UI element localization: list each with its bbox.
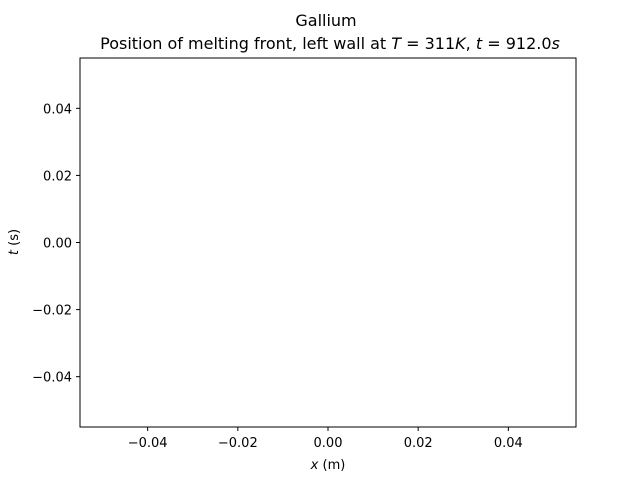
chart-subtitle: Position of melting front, left wall at … bbox=[100, 34, 560, 53]
y-tick-label: −0.02 bbox=[32, 304, 72, 319]
y-tick-label: −0.04 bbox=[32, 371, 72, 386]
x-axis-label: x (m) bbox=[310, 458, 346, 473]
y-tick-label: 0.02 bbox=[43, 169, 72, 184]
x-axis: −0.04 −0.02 0.00 0.02 0.04 bbox=[128, 427, 523, 451]
x-tick-label: −0.04 bbox=[128, 436, 168, 451]
plot-area bbox=[79, 57, 577, 428]
y-axis-unit: (s) bbox=[7, 229, 22, 250]
subtitle-T-unit: K bbox=[455, 34, 467, 53]
subtitle-t-value: = 912.0 bbox=[482, 34, 551, 53]
y-axis-label: t (s) bbox=[7, 229, 22, 255]
x-tick-label: −0.02 bbox=[218, 436, 258, 451]
subtitle-t-symbol: t bbox=[476, 34, 483, 53]
subtitle-T-value: = 311 bbox=[401, 34, 455, 53]
x-tick-label: 0.00 bbox=[314, 436, 343, 451]
subtitle-separator: , bbox=[466, 34, 476, 53]
y-tick-label: 0.04 bbox=[43, 102, 72, 117]
x-axis-symbol: x bbox=[310, 458, 319, 473]
y-axis-symbol: t bbox=[7, 249, 22, 255]
x-tick-label: 0.04 bbox=[494, 436, 523, 451]
y-axis: 0.04 0.02 0.00 −0.02 −0.04 bbox=[32, 102, 80, 386]
chart-title: Gallium bbox=[295, 11, 356, 30]
subtitle-t-unit: s bbox=[552, 34, 560, 53]
y-tick-label: 0.00 bbox=[43, 237, 72, 252]
subtitle-prefix: Position of melting front, left wall at bbox=[100, 34, 391, 53]
x-axis-unit: (m) bbox=[318, 458, 345, 473]
x-tick-label: 0.02 bbox=[404, 436, 433, 451]
subtitle-T-symbol: T bbox=[391, 34, 402, 53]
